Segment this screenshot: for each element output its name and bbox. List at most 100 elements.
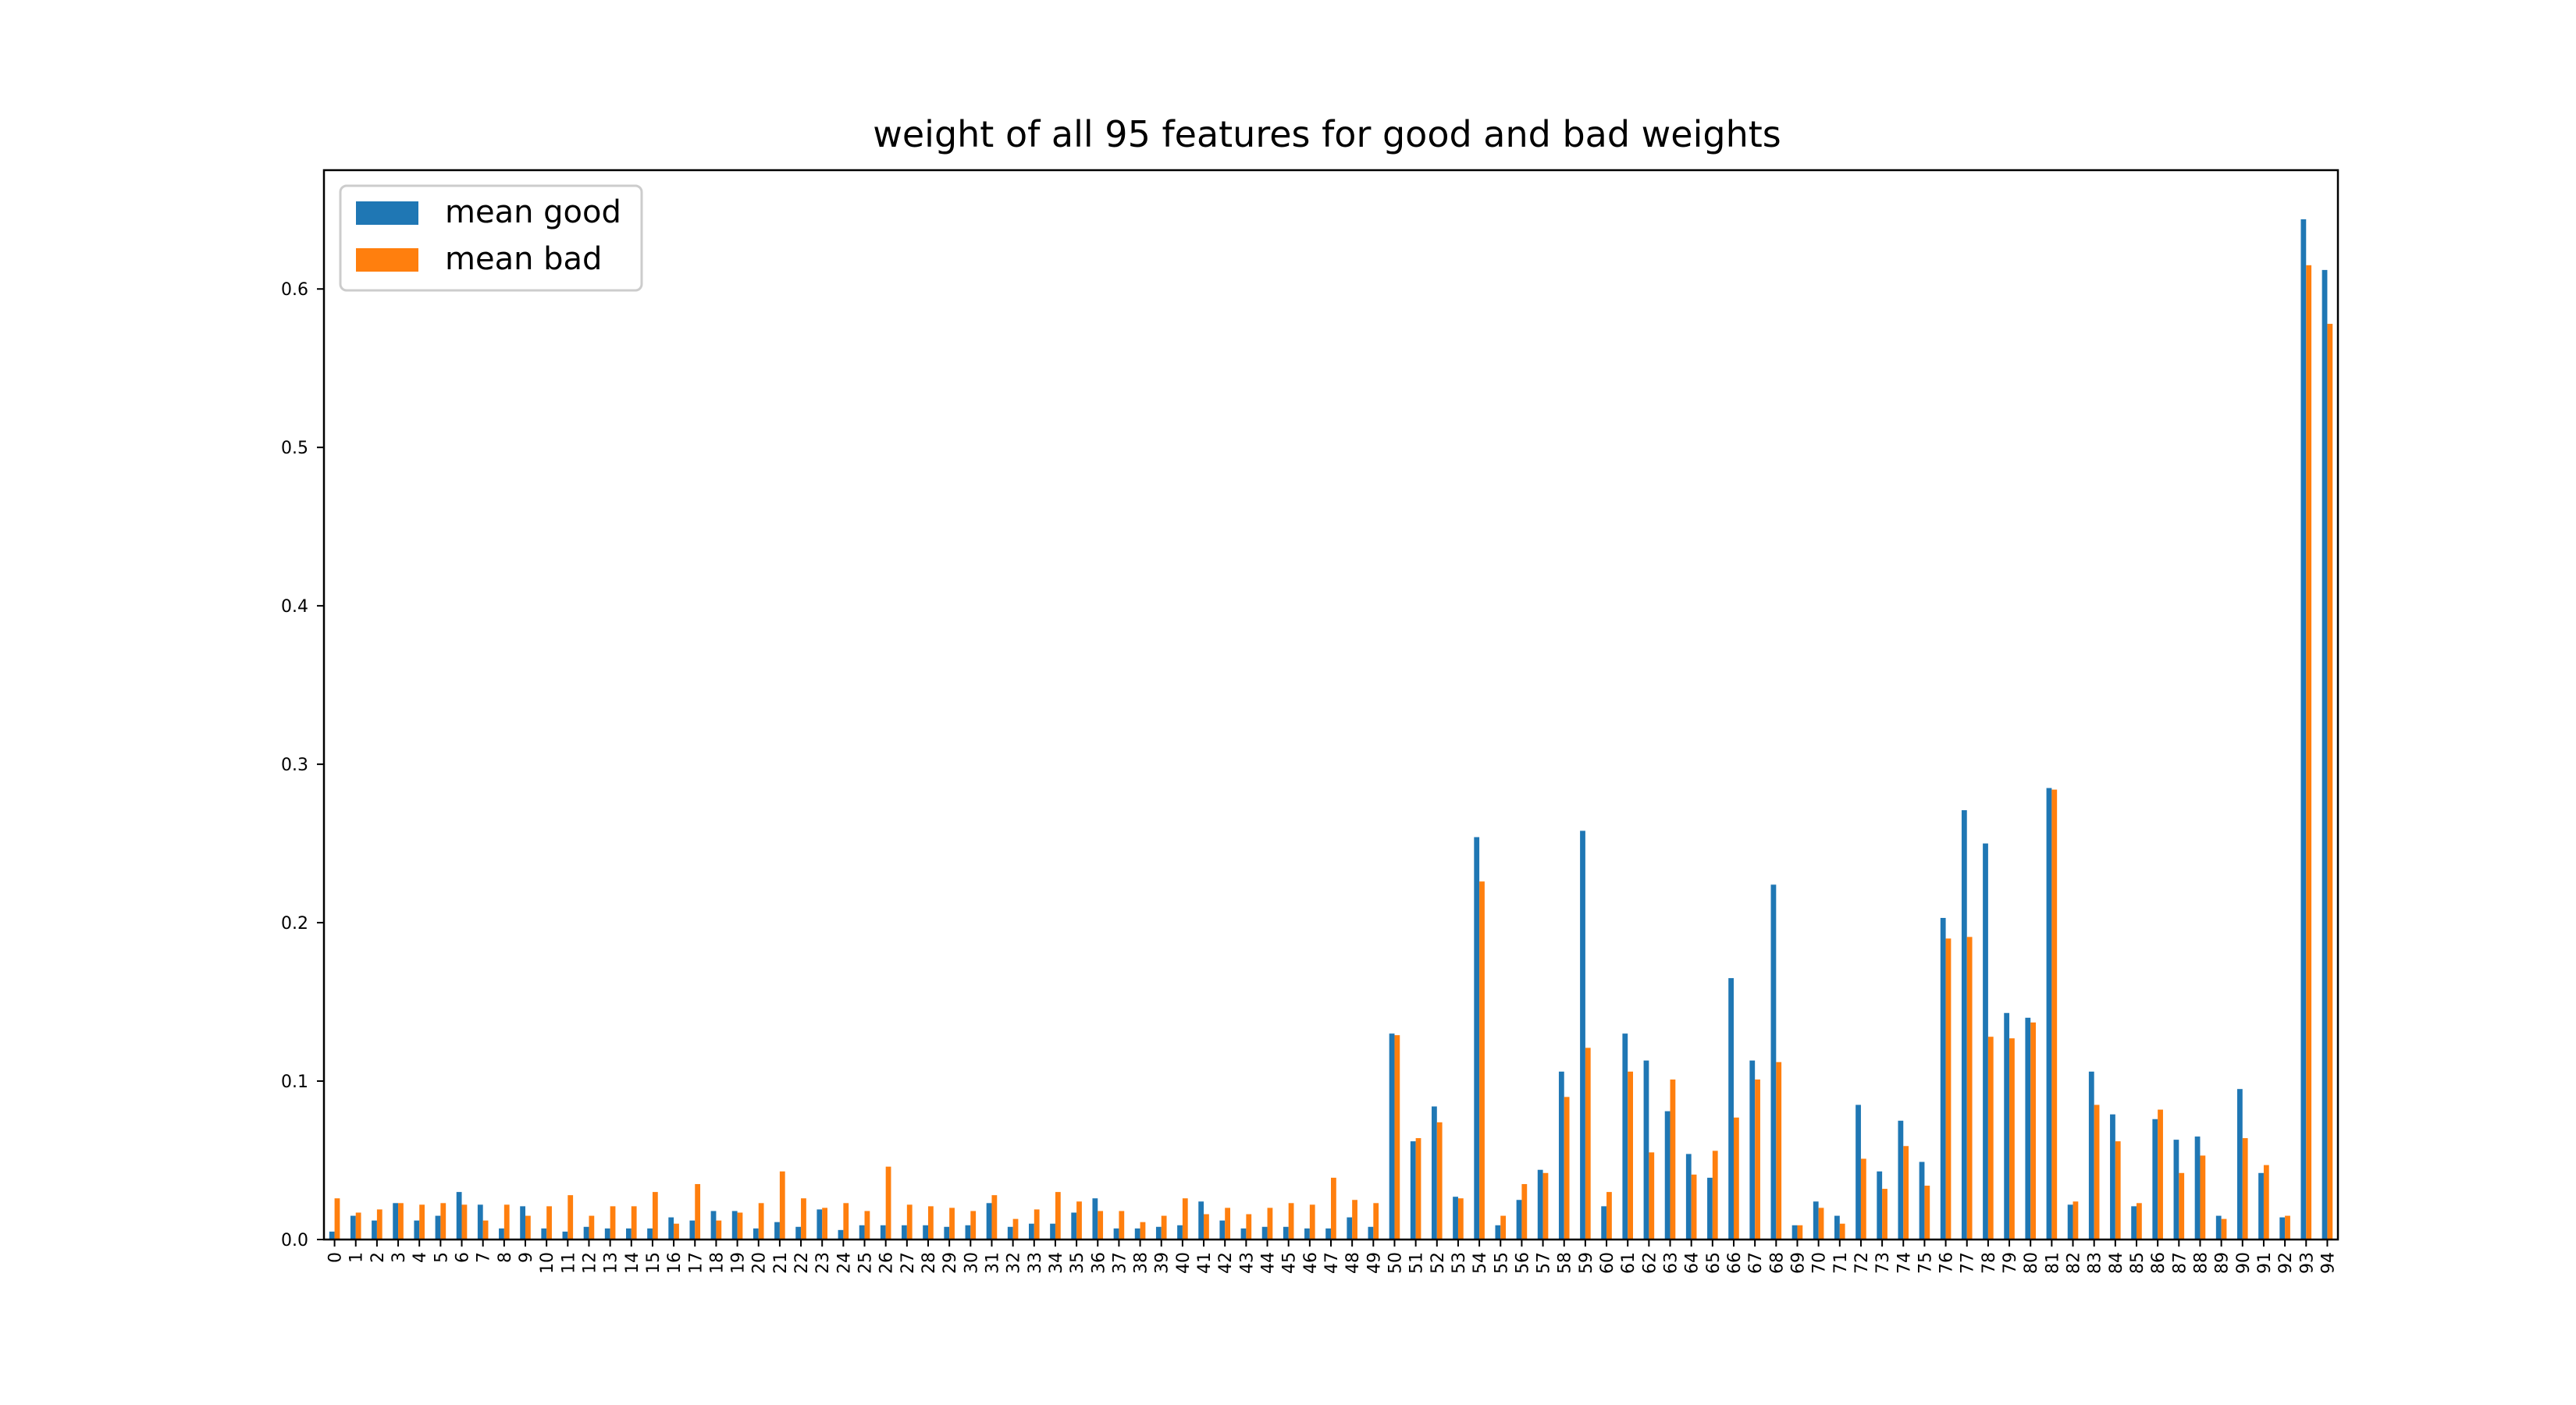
x-tick-label-34: 34 — [1047, 1252, 1066, 1274]
x-tick-label-35: 35 — [1068, 1252, 1087, 1274]
bar-mean-good-54 — [1474, 837, 1480, 1240]
bar-mean-bad-79 — [2009, 1038, 2015, 1240]
bar-mean-good-48 — [1347, 1217, 1353, 1240]
x-tick-label-63: 63 — [1662, 1252, 1681, 1274]
x-tick-label-37: 37 — [1110, 1252, 1130, 1274]
bar-mean-bad-40 — [1182, 1198, 1188, 1240]
bar-mean-bad-78 — [1987, 1037, 1994, 1240]
bar-mean-good-23 — [817, 1209, 823, 1240]
x-tick-label-55: 55 — [1492, 1252, 1511, 1274]
bar-mean-bad-8 — [503, 1204, 510, 1240]
bar-mean-good-28 — [923, 1225, 928, 1240]
x-tick-label-29: 29 — [941, 1252, 960, 1274]
bar-mean-good-36 — [1092, 1198, 1098, 1240]
x-tick-label-16: 16 — [665, 1252, 685, 1274]
x-tick-label-2: 2 — [368, 1252, 388, 1263]
bar-mean-bad-17 — [695, 1183, 701, 1240]
bar-mean-good-87 — [2173, 1140, 2179, 1240]
x-tick-label-4: 4 — [411, 1252, 430, 1263]
x-tick-label-30: 30 — [962, 1252, 981, 1274]
bar-mean-bad-26 — [885, 1166, 891, 1240]
bar-mean-good-32 — [1007, 1226, 1013, 1240]
bar-mean-good-76 — [1940, 917, 1946, 1240]
bar-mean-bad-84 — [2115, 1141, 2121, 1240]
bar-mean-bad-55 — [1500, 1215, 1507, 1240]
bar-mean-good-65 — [1707, 1177, 1713, 1240]
x-tick-label-41: 41 — [1195, 1252, 1215, 1274]
bar-mean-good-56 — [1516, 1200, 1522, 1240]
bar-mean-good-74 — [1898, 1120, 1904, 1240]
bar-mean-good-58 — [1558, 1071, 1564, 1240]
x-tick-label-60: 60 — [1598, 1252, 1617, 1274]
bar-mean-good-37 — [1113, 1228, 1119, 1240]
bar-mean-good-92 — [2279, 1217, 2286, 1240]
bar-mean-bad-33 — [1034, 1209, 1040, 1240]
bar-mean-bad-34 — [1055, 1192, 1061, 1240]
x-tick-label-52: 52 — [1429, 1252, 1448, 1274]
x-tick-label-65: 65 — [1704, 1252, 1724, 1274]
bar-mean-bad-14 — [631, 1206, 637, 1240]
bar-mean-bad-39 — [1161, 1215, 1167, 1240]
bar-mean-good-39 — [1155, 1226, 1162, 1240]
y-tick-label-1: 0.1 — [281, 1072, 308, 1092]
x-tick-label-13: 13 — [602, 1252, 621, 1274]
x-tick-label-12: 12 — [580, 1252, 600, 1274]
x-tick-label-59: 59 — [1577, 1252, 1596, 1274]
x-tick-label-42: 42 — [1216, 1252, 1236, 1274]
x-tick-label-5: 5 — [432, 1252, 451, 1263]
x-tick-label-69: 69 — [1788, 1252, 1808, 1274]
bar-mean-good-45 — [1283, 1226, 1289, 1240]
bar-mean-good-26 — [880, 1225, 886, 1240]
x-tick-label-22: 22 — [792, 1252, 812, 1274]
bar-mean-bad-82 — [2073, 1201, 2079, 1240]
bar-mean-good-24 — [838, 1229, 844, 1240]
bar-mean-good-2 — [372, 1220, 377, 1240]
x-tick-label-10: 10 — [538, 1252, 557, 1274]
bar-mean-bad-36 — [1098, 1211, 1104, 1240]
bar-mean-good-69 — [1791, 1225, 1798, 1240]
bar-mean-good-68 — [1770, 884, 1777, 1240]
x-tick-label-64: 64 — [1683, 1252, 1703, 1274]
bar-mean-good-84 — [2110, 1114, 2115, 1240]
bar-mean-bad-48 — [1352, 1200, 1357, 1240]
bar-mean-good-13 — [604, 1228, 610, 1240]
bar-mean-bad-5 — [440, 1203, 447, 1240]
bar-mean-good-52 — [1432, 1106, 1437, 1240]
bar-mean-bad-92 — [2285, 1215, 2290, 1240]
bar-mean-bad-61 — [1628, 1071, 1633, 1240]
bar-mean-good-61 — [1622, 1033, 1628, 1240]
bar-mean-bad-13 — [610, 1206, 616, 1240]
bar-mean-bad-18 — [716, 1220, 722, 1240]
bar-mean-good-6 — [456, 1192, 462, 1240]
x-tick-label-61: 61 — [1619, 1252, 1638, 1274]
bar-mean-bad-68 — [1776, 1062, 1782, 1240]
x-tick-label-36: 36 — [1089, 1252, 1108, 1274]
bar-mean-bad-54 — [1479, 881, 1485, 1240]
bar-mean-good-80 — [2025, 1017, 2031, 1240]
bar-mean-good-9 — [520, 1206, 525, 1240]
bar-mean-good-50 — [1389, 1033, 1395, 1240]
x-tick-label-27: 27 — [898, 1252, 918, 1274]
x-tick-label-24: 24 — [834, 1252, 854, 1274]
bar-mean-bad-94 — [2327, 323, 2333, 1240]
x-tick-label-87: 87 — [2170, 1252, 2190, 1274]
bar-mean-bad-52 — [1436, 1122, 1443, 1240]
x-tick-label-79: 79 — [2001, 1252, 2020, 1274]
bar-mean-bad-16 — [674, 1223, 679, 1240]
bar-mean-bad-19 — [737, 1212, 743, 1240]
bar-mean-bad-85 — [2137, 1203, 2142, 1240]
bar-mean-bad-24 — [843, 1203, 849, 1240]
bar-mean-good-90 — [2237, 1089, 2243, 1240]
bar-mean-bad-1 — [355, 1212, 361, 1240]
x-tick-label-11: 11 — [559, 1252, 578, 1274]
bar-mean-good-51 — [1410, 1141, 1416, 1240]
bar-mean-good-47 — [1325, 1228, 1331, 1240]
x-tick-label-49: 49 — [1364, 1252, 1384, 1274]
x-tick-label-31: 31 — [983, 1252, 1002, 1274]
bar-mean-bad-46 — [1309, 1204, 1315, 1240]
bar-mean-good-73 — [1877, 1171, 1883, 1240]
bar-mean-good-16 — [668, 1217, 674, 1240]
bar-mean-bad-80 — [2030, 1022, 2036, 1240]
x-tick-label-50: 50 — [1386, 1252, 1405, 1274]
bar-mean-good-30 — [965, 1225, 971, 1240]
